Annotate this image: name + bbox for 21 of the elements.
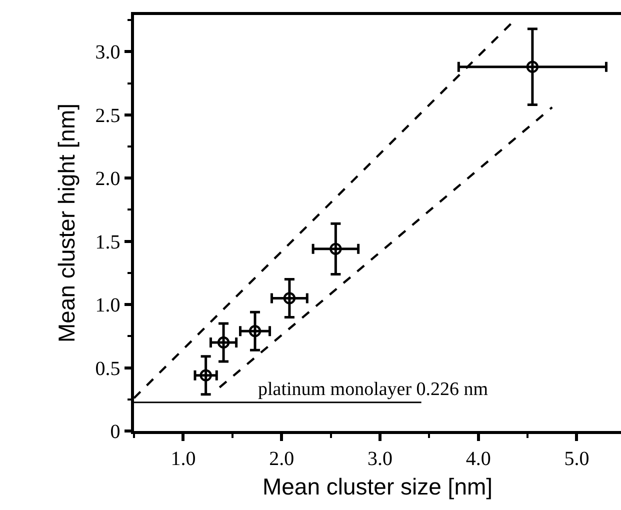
- ref-line-label: platinum monolayer 0.226 nm: [258, 379, 488, 400]
- x-tick-label: 2.0: [269, 448, 294, 470]
- y-tick-label: 1.5: [95, 231, 120, 254]
- point: [283, 292, 296, 304]
- y-tick-label: 2.0: [95, 168, 120, 190]
- point: [526, 60, 539, 73]
- point: [330, 242, 342, 256]
- y-tick-label: 0.5: [95, 358, 120, 380]
- x-axis-title: Mean cluster size [nm]: [262, 473, 493, 500]
- y-axis-title: Mean cluster hight [nm]: [54, 103, 80, 343]
- x-tick-label: 3.0: [367, 448, 392, 470]
- point: [217, 336, 230, 349]
- x-tick-label: 4.0: [466, 448, 491, 470]
- y-tick-label: 0: [110, 421, 120, 443]
- y-tick-label: 1.0: [95, 294, 120, 317]
- point: [200, 369, 212, 382]
- y-tick-label: 3.0: [95, 42, 120, 64]
- y-tick-label: 2.5: [95, 104, 120, 127]
- point: [248, 325, 262, 338]
- x-tick-label: 5.0: [564, 448, 590, 470]
- x-tick-label: 1.0: [170, 448, 196, 470]
